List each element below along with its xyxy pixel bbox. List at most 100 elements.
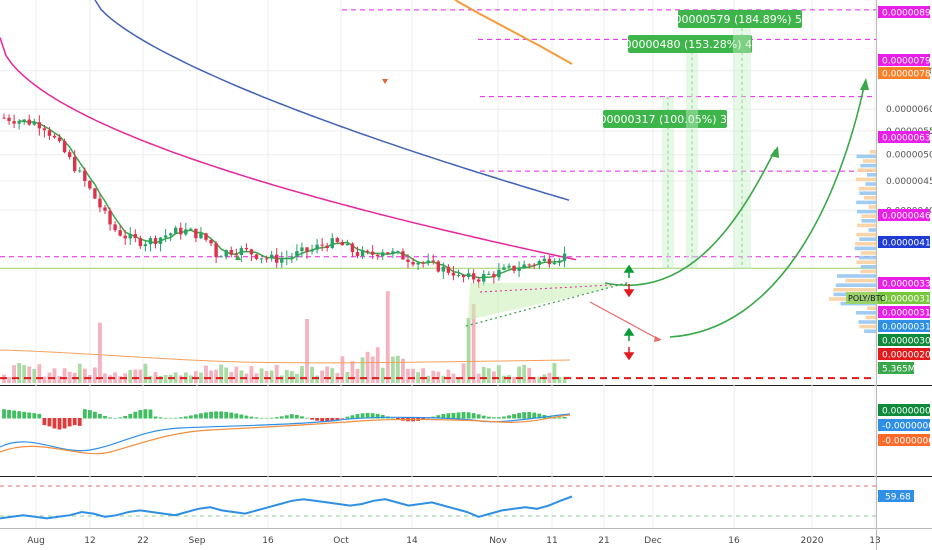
volume-bar-41 [209,370,213,383]
macd-hist-59 [300,416,304,419]
candle-body-107 [542,258,547,262]
macd-hist-98 [497,417,501,419]
triangle-support [465,281,631,327]
macd-hist-57 [289,414,294,419]
volume-bar-95 [481,366,486,383]
volume-bar-15 [77,363,82,383]
x-tick-3: Sep [189,536,206,546]
candle-body-72 [365,250,370,252]
volume-bar-98 [497,365,501,383]
candle-body-48 [244,248,249,250]
volume-bar-22 [113,372,117,383]
volume-bar-111 [562,376,567,383]
volume-bar-42 [214,369,218,383]
profile-bar-17 [868,228,876,232]
profile-bar-18 [856,232,876,237]
candle-body-6 [32,122,36,125]
price-tag-bg-6 [878,277,930,289]
macd-hist-100 [507,415,511,419]
volume-bar-34 [173,372,178,383]
candle-body-110 [557,260,562,263]
candle-body-20 [103,207,107,211]
macd-tag-bg-2 [878,434,930,446]
volume-bar-19 [98,322,102,383]
candle-body-66 [335,238,339,242]
x-tick-5: Oct [333,536,349,546]
profile-bar-1 [856,154,876,159]
candle-body-42 [214,243,218,258]
macd-hist-34 [173,417,178,419]
price-tag-4: 0.00000468 [882,212,932,222]
macd-tag-bg-1 [878,419,930,431]
bearish-path-head [654,336,662,342]
volume-bar-109 [552,363,557,383]
candle-body-1 [7,117,11,122]
candle-body-73 [370,251,375,255]
volume-bar-11 [57,376,62,383]
profile-bar-30 [833,288,876,292]
volume-bar-2 [12,365,16,383]
macd-line [0,413,571,452]
candle-body-90 [456,274,461,276]
macd-hist-33 [168,417,173,419]
candle-body-21 [108,210,112,225]
candle-body-65 [330,238,334,248]
candle-body-97 [492,273,496,278]
macd-hist-18 [93,411,97,419]
volume-bar-35 [178,375,183,383]
volume-bar-18 [93,367,97,383]
candle-body-75 [381,252,385,257]
bullish-curve-2-head [860,78,869,90]
candle-body-51 [259,258,264,260]
up-arrow-1 [623,264,635,278]
price-tag-bg-1 [878,54,930,66]
macd-hist-41 [209,411,213,419]
candle-body-2 [12,121,16,124]
macd-hist-66 [335,418,340,420]
volume-bar-51 [259,368,264,383]
macd-hist-22 [113,417,117,419]
x-tick-7: Nov [489,536,507,546]
macd-tag-1: -0.00000000 [882,422,932,432]
price-tag-8: 0.00000315 [882,309,932,319]
triangle-fill [468,283,610,320]
macd-hist-7 [37,413,42,419]
candle-body-99 [502,267,506,270]
target-label-2: 0.00000579 (184.89%) 579 [664,13,816,26]
price-tag-0: 0.00000894 [882,9,932,19]
candle-body-15 [78,170,82,172]
macd-tag-bg-0 [878,404,930,416]
macd-hist-39 [199,413,203,419]
down-arrow-2 [623,347,635,361]
volume-bar-52 [264,370,269,383]
profile-bar-39 [864,329,876,333]
target-zone-2 [733,9,751,269]
volume-bar-85 [431,370,436,383]
volume-bar-102 [517,366,521,383]
profile-bar-19 [859,237,876,241]
volume-bar-79 [401,358,405,383]
volume-bar-67 [340,356,345,383]
volume-bar-72 [365,351,370,383]
candle-body-37 [189,228,193,230]
candle-body-35 [179,227,183,235]
volume-bar-56 [284,370,289,383]
price-tag-bg-10 [878,334,930,346]
candle-body-17 [88,180,92,189]
volume-bar-83 [421,368,426,383]
candle-body-57 [290,256,294,258]
macd-hist-64 [325,418,330,422]
macd-hist-63 [320,418,325,422]
volume-bar-75 [380,367,385,383]
macd-hist-90 [456,412,461,419]
macd-hist-75 [380,415,385,419]
volume-bar-8 [42,376,47,383]
x-tick-2: 22 [137,536,148,546]
volume-bar-69 [350,361,355,383]
volume-bar-101 [512,376,516,383]
volume-bar-82 [416,372,420,383]
macd-tag-2: -0.00000004 [882,437,932,447]
macd-hist-26 [133,411,138,419]
